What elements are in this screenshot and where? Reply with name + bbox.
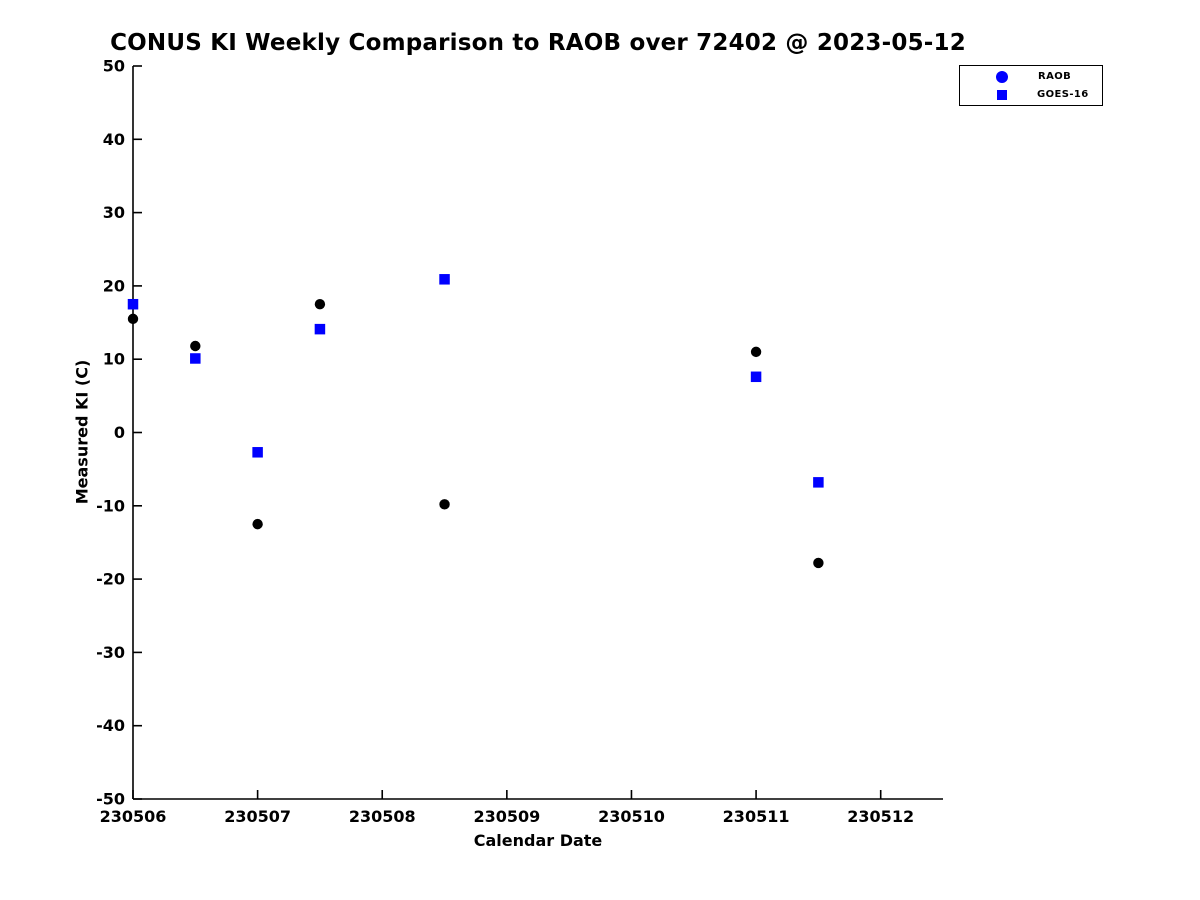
y-tick-label: 40 xyxy=(103,130,125,149)
data-point-raob xyxy=(252,518,263,530)
y-tick-label: 20 xyxy=(103,276,125,295)
y-tick-label: 50 xyxy=(103,57,125,76)
legend-entry-raob: RAOB xyxy=(960,69,1102,84)
data-point-goes-16 xyxy=(314,323,326,335)
x-tick-label: 230508 xyxy=(349,807,416,826)
legend-square-icon xyxy=(997,89,1007,100)
y-tick-label: 10 xyxy=(103,350,125,369)
data-point-goes-16 xyxy=(190,353,201,364)
x-axis-label: Calendar Date xyxy=(473,831,603,850)
legend-entry-goes-16: GOES-16 xyxy=(960,87,1102,102)
data-point-raob xyxy=(750,346,762,358)
y-tick-label: -20 xyxy=(96,570,125,589)
y-tick-label: -40 xyxy=(96,716,125,735)
data-point-raob xyxy=(813,557,824,569)
y-tick-label: -50 xyxy=(96,790,125,809)
x-tick-label: 230511 xyxy=(723,807,790,826)
x-tick-label: 230512 xyxy=(847,807,914,826)
x-tick-label: 230510 xyxy=(598,807,665,826)
y-tick-label: 0 xyxy=(114,423,125,442)
legend: RAOB GOES-16 xyxy=(959,65,1103,106)
data-point-goes-16 xyxy=(439,274,450,285)
x-tick-label: 230509 xyxy=(473,807,540,826)
legend-label: RAOB xyxy=(1038,71,1072,82)
data-point-raob xyxy=(127,313,139,325)
chart-title: CONUS KI Weekly Comparison to RAOB over … xyxy=(110,30,966,56)
y-tick-label: 30 xyxy=(103,203,125,222)
data-point-goes-16 xyxy=(750,371,762,383)
data-point-goes-16 xyxy=(127,298,139,310)
x-tick-label: 230507 xyxy=(224,807,291,826)
data-point-raob xyxy=(190,340,201,352)
data-point-goes-16 xyxy=(252,447,263,458)
x-tick-label: 230506 xyxy=(100,807,167,826)
y-tick-label: -30 xyxy=(96,643,125,662)
data-point-raob xyxy=(314,299,326,310)
data-point-raob xyxy=(439,499,450,510)
legend-circle-icon xyxy=(996,70,1008,83)
y-tick-label: -10 xyxy=(96,496,125,515)
legend-label: GOES-16 xyxy=(1037,89,1089,100)
data-point-goes-16 xyxy=(813,477,824,488)
